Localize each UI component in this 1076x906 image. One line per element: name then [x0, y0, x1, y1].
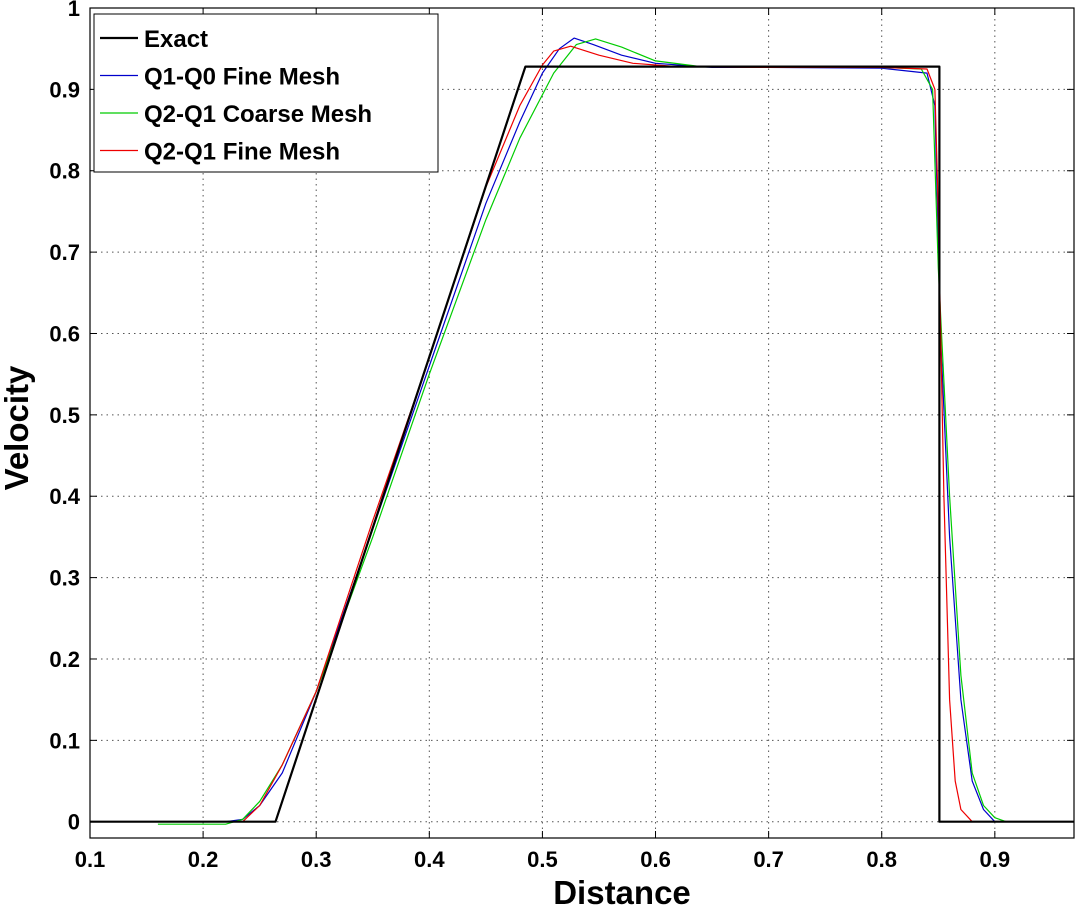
x-tick-label: 0.9	[980, 847, 1011, 872]
axis-ticks: 0.1 0.2 0.3 0.4 0.5 0.6 0.7 0.8 0.9 0 0.1 0.2 0.3 0.4…	[49, 0, 1074, 872]
x-tick-label: 0.1	[75, 847, 106, 872]
series-line-exact	[90, 65, 1074, 823]
y-tick-label: 0.2	[49, 647, 80, 672]
x-tick-label: 0.6	[640, 847, 671, 872]
legend-label: Q2-Q1 Fine Mesh	[144, 139, 340, 166]
x-tick-label: 0.4	[414, 847, 445, 872]
plot-frame	[89, 7, 1075, 839]
y-tick-label: 0	[68, 810, 80, 835]
x-axis-label: Distance	[553, 874, 691, 906]
series-line-q1-q0-fine-mesh	[90, 37, 1074, 823]
x-tick-label: 0.5	[527, 847, 558, 872]
x-tick-label: 0.2	[188, 847, 219, 872]
y-tick-label: 0.4	[49, 484, 80, 509]
x-tick-label: 0.3	[301, 847, 332, 872]
y-tick-label: 0.9	[49, 77, 80, 102]
y-tick-label: 0.6	[49, 321, 80, 346]
y-tick-label: 0.8	[49, 159, 80, 184]
series-line-q2-q1-fine-mesh	[90, 45, 1074, 823]
y-tick-label: 0.5	[49, 403, 80, 428]
legend-label: Exact	[144, 26, 208, 53]
y-tick-label: 0.3	[49, 566, 80, 591]
y-tick-label: 0.1	[49, 728, 80, 753]
series-lines	[90, 37, 1074, 825]
y-tick-label: 1	[68, 0, 80, 21]
y-tick-label: 0.7	[49, 240, 80, 265]
legend-box	[93, 13, 439, 173]
legend-label: Q1-Q0 Fine Mesh	[144, 64, 340, 91]
y-axis-label: Velocity	[0, 365, 35, 490]
legend: Exact Q1-Q0 Fine Mesh Q2-Q1 Coarse Mesh Q2-…	[93, 13, 439, 173]
x-tick-label: 0.8	[866, 847, 897, 872]
legend-label: Q2-Q1 Coarse Mesh	[144, 101, 372, 128]
x-tick-label: 0.7	[753, 847, 784, 872]
